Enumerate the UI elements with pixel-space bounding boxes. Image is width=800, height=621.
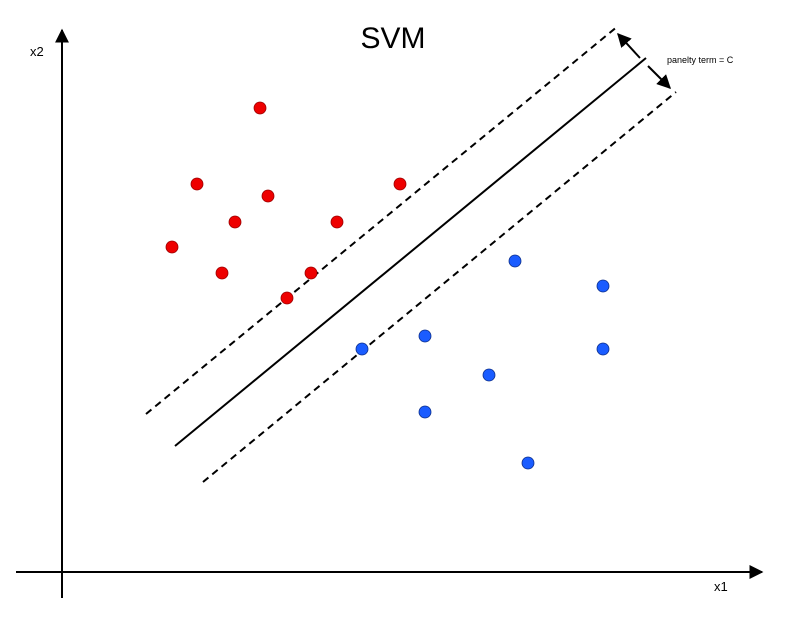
class-a-point	[261, 189, 275, 203]
class-b-point	[418, 405, 432, 419]
class-a-points	[165, 101, 407, 305]
class-b-point	[418, 329, 432, 343]
class-a-point	[190, 177, 204, 191]
penalty-term-label: panelty term = C	[667, 55, 734, 65]
class-a-point	[280, 291, 294, 305]
class-a-point	[330, 215, 344, 229]
class-a-point	[253, 101, 267, 115]
class-a-point	[393, 177, 407, 191]
class-a-point	[215, 266, 229, 280]
class-b-point	[355, 342, 369, 356]
lower-margin-line	[202, 91, 677, 483]
class-a-point	[228, 215, 242, 229]
class-b-point	[596, 279, 610, 293]
margin-arrow-upper	[617, 32, 641, 59]
y-axis-label: x2	[30, 44, 44, 59]
decision-boundary-line	[174, 57, 647, 447]
upper-margin-line	[145, 25, 619, 415]
margin-arrow-lower	[647, 65, 671, 89]
class-b-point	[521, 456, 535, 470]
x-axis-label: x1	[714, 579, 728, 594]
class-b-point	[596, 342, 610, 356]
class-b-point	[508, 254, 522, 268]
class-b-points	[355, 254, 610, 470]
class-a-point	[165, 240, 179, 254]
class-b-point	[482, 368, 496, 382]
class-a-point	[304, 266, 318, 280]
diagram-title: SVM	[360, 22, 426, 55]
